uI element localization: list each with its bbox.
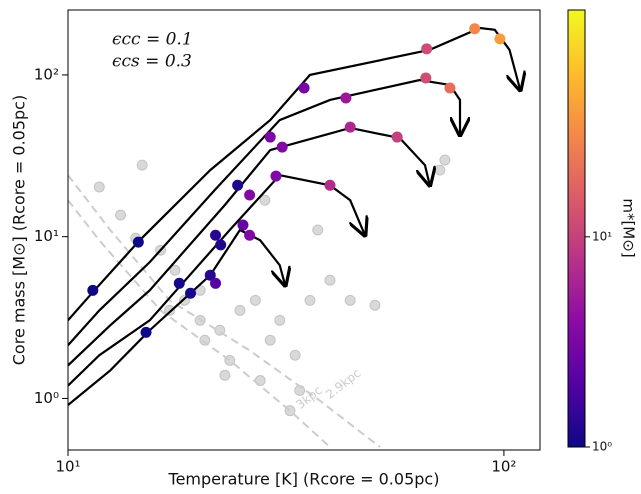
core [344, 121, 356, 133]
plot-area [68, 23, 520, 448]
core [210, 277, 222, 289]
x-tick-label: 10¹ [55, 458, 80, 476]
core [210, 229, 222, 241]
core [324, 179, 336, 191]
background-core [264, 334, 276, 346]
background-core [249, 294, 261, 306]
background-core [115, 209, 127, 221]
background-core [312, 224, 324, 236]
core [420, 72, 432, 84]
core [132, 236, 144, 248]
background-core [289, 349, 301, 361]
background-core [304, 294, 316, 306]
colorbar [567, 9, 586, 448]
background-core [274, 314, 286, 326]
core [87, 284, 99, 296]
core [204, 269, 216, 281]
plot-frame [67, 9, 541, 451]
distance-curve [68, 174, 381, 448]
background-core [136, 159, 148, 171]
core [244, 229, 256, 241]
background-core [199, 334, 211, 346]
background-core [439, 154, 451, 166]
colorbar-label: m*[M⊙] [620, 198, 638, 257]
background-core [164, 304, 176, 316]
core [270, 170, 282, 182]
evolution-track [68, 78, 460, 347]
core [298, 82, 310, 94]
background-core [369, 299, 381, 311]
x-tick-label: 10² [491, 458, 516, 476]
colorbar-tick-label: 10¹ [592, 229, 612, 243]
core [264, 131, 276, 143]
core [173, 277, 185, 289]
background-core [434, 164, 446, 176]
y-axis-label: Core mass [M⊙] (Rcore = 0.05pc) [10, 95, 29, 365]
colorbar-tick-label: 10⁰ [592, 440, 612, 454]
background-core [259, 194, 271, 206]
core [215, 239, 227, 251]
background-core [219, 369, 231, 381]
evolution-track [68, 228, 285, 406]
annotation: ϵcc = 0.1 [112, 30, 193, 50]
core [469, 23, 481, 35]
y-tick-label: 10¹ [34, 227, 59, 245]
core [140, 326, 152, 338]
background-core [169, 264, 181, 276]
background-core [324, 274, 336, 286]
core [391, 131, 403, 143]
background-core [93, 181, 105, 193]
core [185, 287, 197, 299]
x-axis-label: Temperature [K] (Rcore = 0.05pc) [168, 470, 440, 489]
evolution-track [68, 173, 365, 387]
evolution-track [68, 126, 430, 367]
distance-label: 2.9kpc [323, 366, 363, 402]
core [444, 82, 456, 94]
y-tick-label: 10² [34, 65, 59, 83]
core [244, 189, 256, 201]
core [237, 219, 249, 231]
background-core [234, 304, 246, 316]
core [340, 92, 352, 104]
core [421, 43, 433, 55]
background-core [344, 294, 356, 306]
y-tick-label: 10⁰ [34, 389, 59, 407]
core [494, 33, 506, 45]
core [232, 179, 244, 191]
annotation: ϵcs = 0.3 [112, 52, 192, 72]
core [276, 141, 288, 153]
distance-curve [68, 199, 331, 448]
